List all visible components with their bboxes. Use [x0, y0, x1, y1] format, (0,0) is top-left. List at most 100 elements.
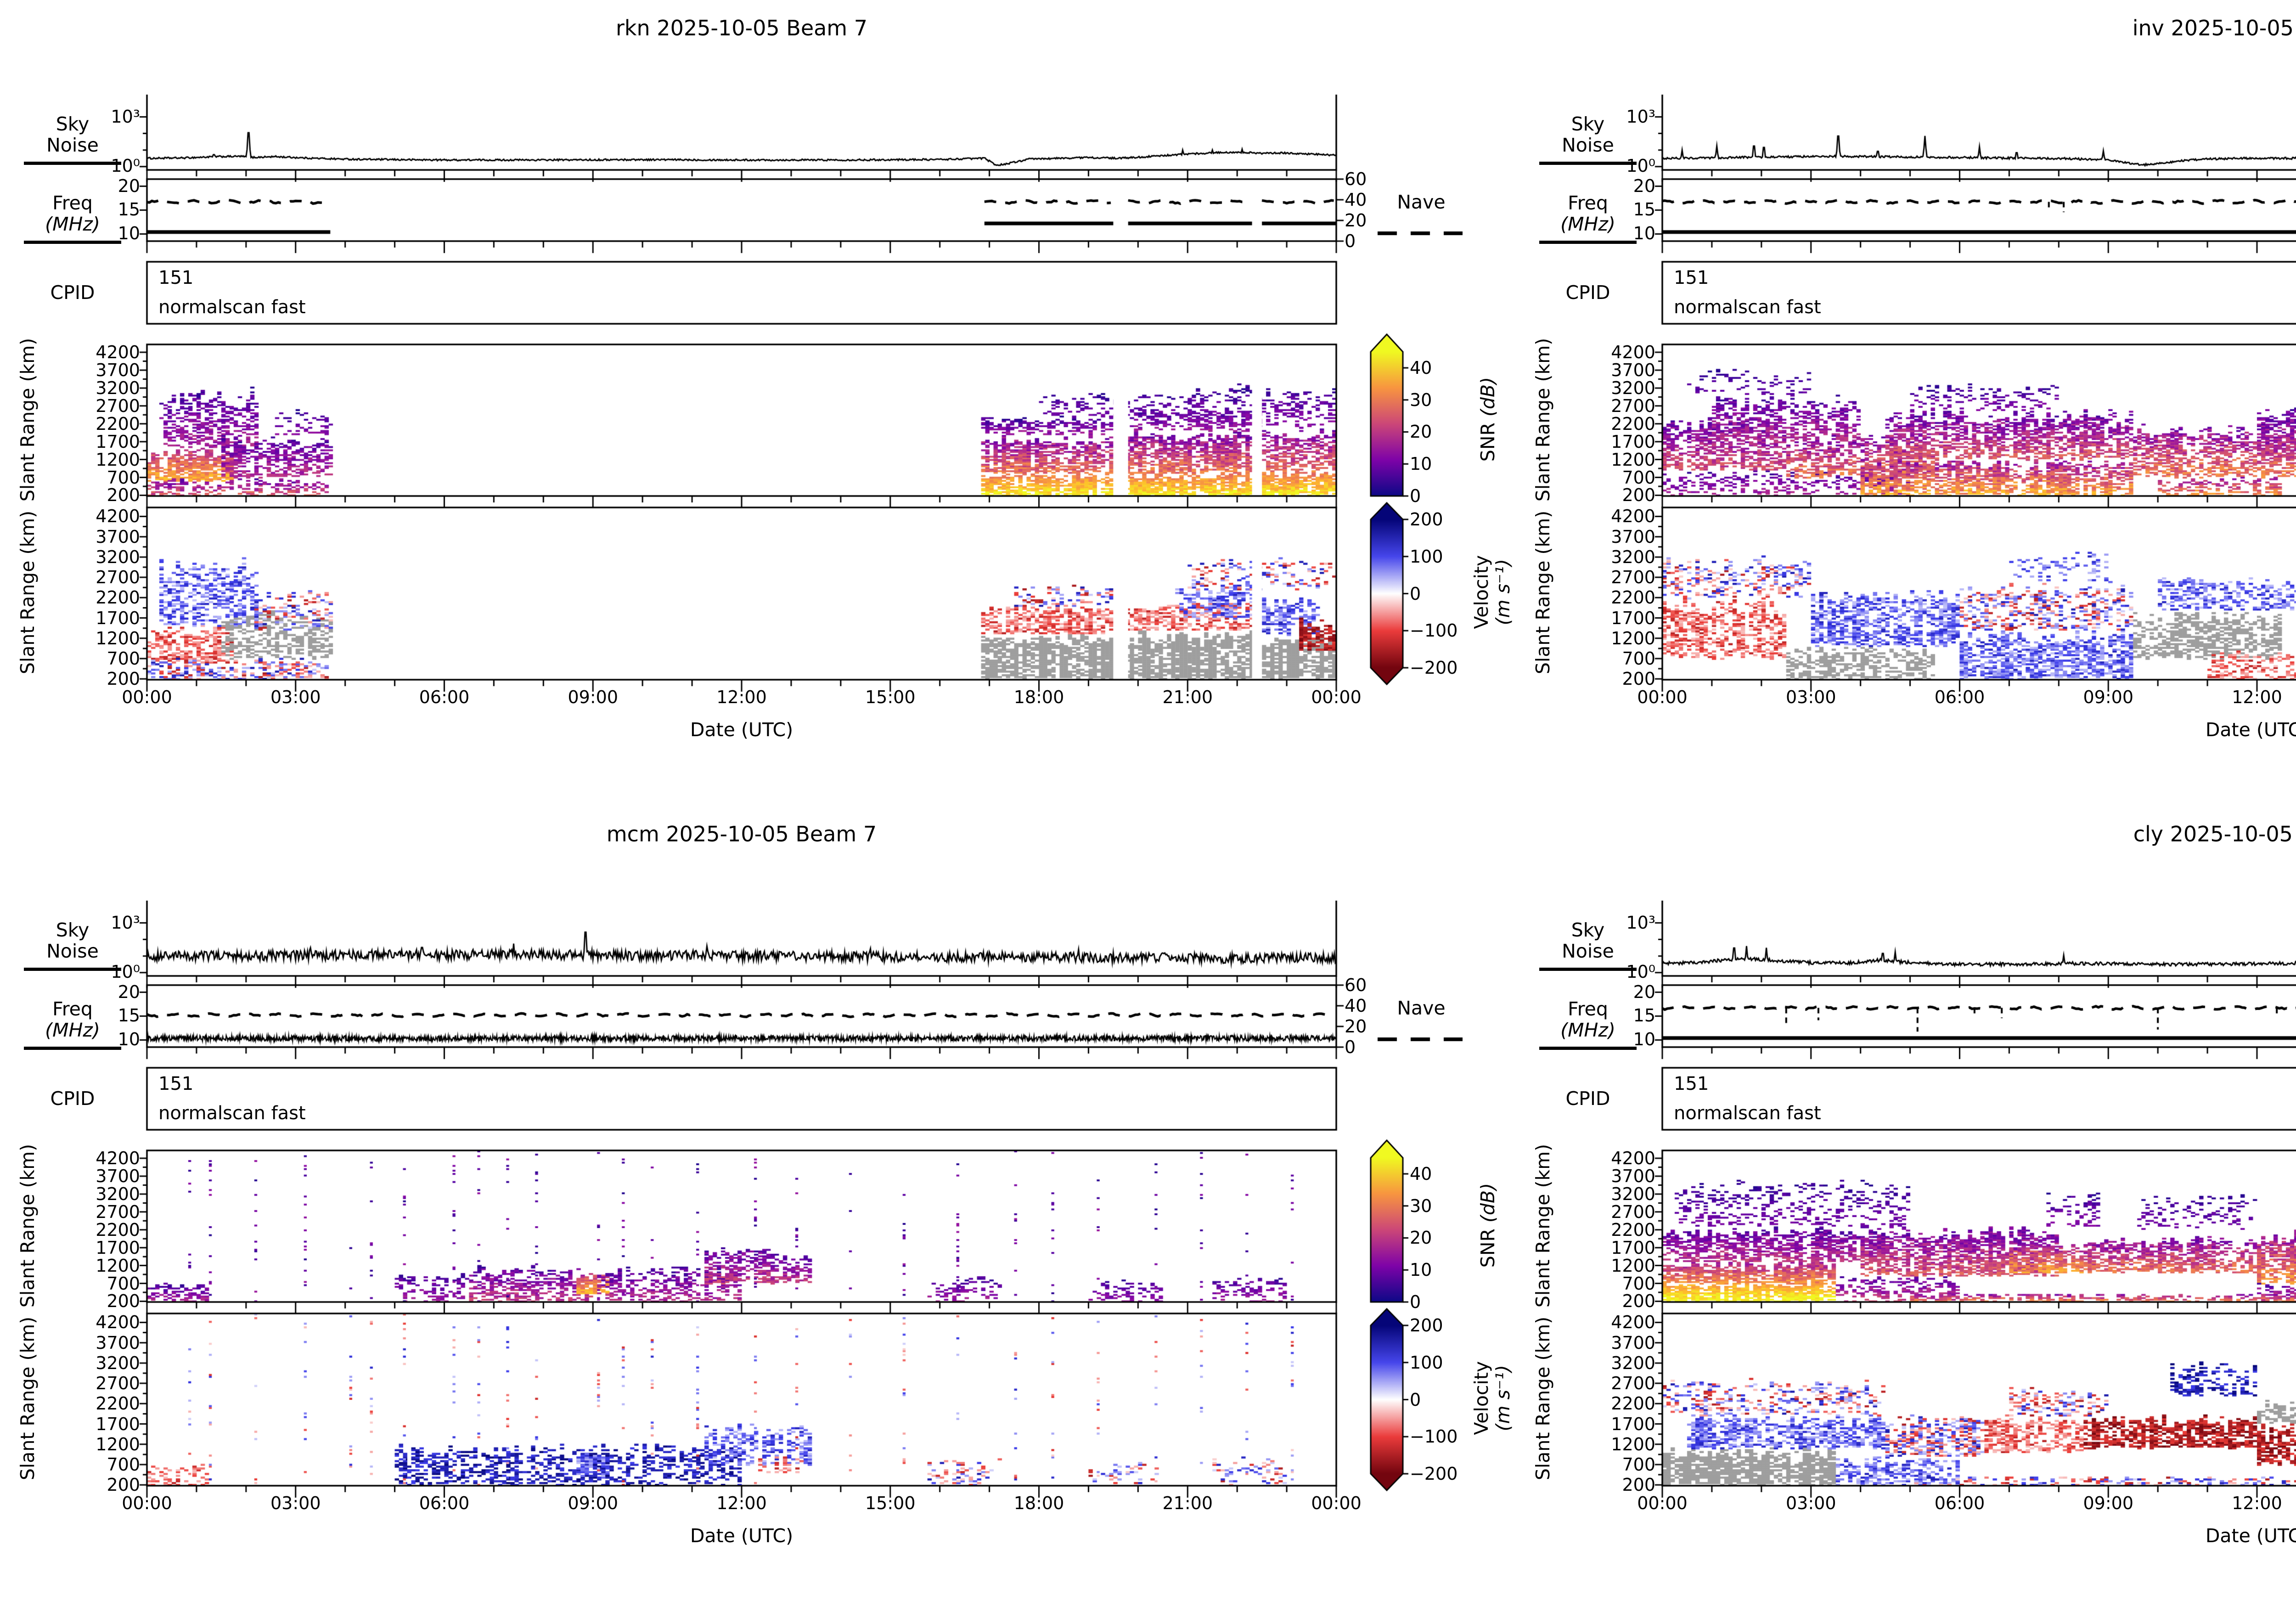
tick-label: 2200: [1611, 1393, 1655, 1414]
tick-label: 200: [1410, 509, 1443, 530]
time-axis-tick-labels: 00:0003:0006:0009:0012:0015:0018:0021:00…: [1637, 687, 2296, 710]
tick-label: 3700: [1611, 526, 1655, 547]
tick-label: 3700: [1611, 1332, 1655, 1353]
tick-label: 00:00: [122, 687, 172, 707]
slant-range-axis-label: Slant Range (km): [17, 338, 39, 502]
freq-axis-label: Freq (MHz): [1539, 192, 1637, 244]
tick-label: 2700: [96, 1373, 140, 1394]
x-axis-title: Date (UTC): [2205, 1525, 2296, 1547]
tick-label: 4200: [96, 506, 140, 527]
tick-label: 3200: [1611, 1184, 1655, 1204]
cpid-axis-label: CPID: [1565, 1088, 1610, 1110]
radar-summary-canvas-mcm: [0, 806, 1515, 1612]
cpid-axis-label: CPID: [50, 1088, 95, 1110]
tick-label: 1200: [1611, 628, 1655, 648]
freq-tick-label: 20: [118, 176, 140, 196]
tick-label: 3200: [96, 378, 140, 398]
tick-label: 12:00: [2232, 1493, 2282, 1513]
sky-noise-tick-label: 10³: [111, 913, 140, 933]
sky-noise-axis-label: Sky Noise: [1539, 113, 1637, 165]
cpid-code: 151: [158, 1073, 194, 1094]
tick-label: −100: [1410, 1426, 1458, 1447]
tick-label: 09:00: [2083, 687, 2134, 707]
tick-label: 3700: [96, 1166, 140, 1187]
tick-label: 1200: [96, 1255, 140, 1276]
tick-label: 03:00: [270, 687, 321, 707]
freq-tick-label: 20: [118, 982, 140, 1002]
freq-axis-label: Freq (MHz): [24, 998, 121, 1050]
tick-label: 03:00: [1785, 1493, 1836, 1513]
slant-range-ticks-velocity: 4200 3700 3200 2700 2200 1700 1200 700 200: [69, 1312, 140, 1495]
slant-range-ticks-snr: 4200 3700 3200 2700 2200 1700 1200 700 200: [69, 342, 140, 505]
tick-label: 4200: [96, 1312, 140, 1333]
tick-label: 2200: [1611, 1219, 1655, 1240]
radar-summary-canvas-inv: [1515, 0, 2296, 806]
tick-label: 2200: [96, 413, 140, 434]
nave-tick-label: 60: [1345, 975, 1367, 995]
tick-label: 18:00: [1013, 687, 1064, 707]
tick-label: 3200: [1611, 1353, 1655, 1373]
cpid-axis-label: CPID: [50, 282, 95, 304]
panel-title: cly 2025-10-05 Beam 7: [2133, 822, 2296, 846]
tick-label: −200: [1410, 658, 1458, 678]
tick-label: 3200: [1611, 378, 1655, 398]
tick-label: 09:00: [568, 687, 619, 707]
slant-range-ticks-snr: 4200 3700 3200 2700 2200 1700 1200 700 200: [69, 1148, 140, 1311]
slant-range-ticks-snr: 4200 3700 3200 2700 2200 1700 1200 700 200: [1584, 342, 1655, 505]
snr-colorbar-ticks: 40 30 20 10 0: [1410, 352, 1479, 506]
slant-range-ticks-snr: 4200 3700 3200 2700 2200 1700 1200 700 200: [1584, 1148, 1655, 1311]
tick-label: 3200: [96, 547, 140, 567]
panel-title: mcm 2025-10-05 Beam 7: [606, 822, 877, 846]
legend-nave-label: Nave: [1397, 191, 1446, 213]
cpid-name: normalscan fast: [158, 1103, 306, 1124]
sky-noise-axis-label: Sky Noise: [24, 113, 121, 165]
sky-noise-axis-label: Sky Noise: [24, 919, 121, 971]
tick-label: 0: [1410, 583, 1421, 604]
slant-range-ticks-velocity: 4200 3700 3200 2700 2200 1700 1200 700 200: [1584, 1312, 1655, 1495]
tick-label: 200: [107, 485, 140, 506]
sky-noise-axis-label: Sky Noise: [1539, 919, 1637, 971]
tick-label: 15:00: [865, 1493, 916, 1513]
tick-label: 10: [1410, 1260, 1432, 1280]
cpid-name: normalscan fast: [1674, 297, 1821, 318]
tick-label: 00:00: [1637, 687, 1688, 707]
slant-range-axis-label: Slant Range (km): [17, 1316, 39, 1481]
station-panel-rkn: rkn 2025-10-05 Beam 7 Sky Noise 10³ 10⁰ F…: [0, 0, 1515, 806]
tick-label: 2700: [96, 567, 140, 588]
tick-label: 200: [107, 669, 140, 689]
tick-label: 3700: [1611, 360, 1655, 381]
tick-label: 2200: [96, 1219, 140, 1240]
tick-label: 2200: [96, 1393, 140, 1414]
tick-label: 200: [1410, 1315, 1443, 1336]
slant-range-axis-label: Slant Range (km): [1532, 338, 1554, 502]
tick-label: 06:00: [419, 687, 470, 707]
cpid-axis-label: CPID: [1565, 282, 1610, 304]
tick-label: 15:00: [865, 687, 916, 707]
station-panel-mcm: mcm 2025-10-05 Beam 7 Sky Noise 10³ 10⁰ F…: [0, 806, 1515, 1612]
tick-label: 1700: [1611, 1237, 1655, 1258]
tick-label: 06:00: [1934, 1493, 1985, 1513]
tick-label: 3200: [96, 1353, 140, 1373]
tick-label: 2700: [1611, 1373, 1655, 1394]
nave-tick-label: 40: [1345, 996, 1367, 1016]
tick-label: 00:00: [122, 1493, 172, 1513]
nave-tick-label: 0: [1345, 231, 1356, 251]
snr-colorbar-label: SNR (dB): [1477, 377, 1499, 462]
slant-range-ticks-velocity: 4200 3700 3200 2700 2200 1700 1200 700 200: [69, 506, 140, 689]
tick-label: 2700: [1611, 1201, 1655, 1222]
tick-label: 700: [107, 1273, 140, 1294]
snr-colorbar-ticks: 40 30 20 10 0: [1410, 1158, 1479, 1312]
panel-title: rkn 2025-10-05 Beam 7: [615, 16, 868, 40]
tick-label: 1200: [1611, 1255, 1655, 1276]
tick-label: 0: [1410, 1389, 1421, 1410]
tick-label: 1200: [1611, 449, 1655, 470]
velocity-colorbar-ticks: 200 100 0 −100 −200: [1410, 1315, 1479, 1484]
tick-label: 00:00: [1637, 1493, 1688, 1513]
nave-tick-label: 60: [1345, 169, 1367, 189]
tick-label: 09:00: [568, 1493, 619, 1513]
tick-label: 12:00: [2232, 687, 2282, 707]
sky-noise-tick-label: 10⁰: [111, 962, 140, 982]
freq-axis-label: Freq (MHz): [24, 192, 121, 244]
